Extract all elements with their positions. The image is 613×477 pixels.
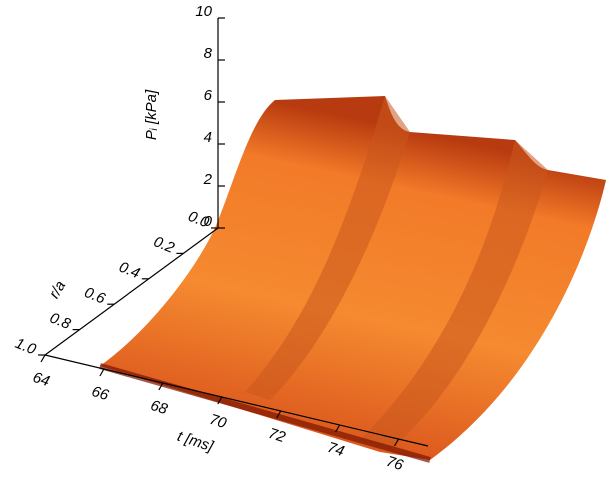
surface <box>100 96 606 460</box>
x-tick-label: 64 <box>31 369 52 390</box>
y-axis <box>44 227 219 356</box>
x-tick <box>276 410 282 419</box>
z-tick-label: 0 <box>204 213 213 230</box>
x-tick <box>335 424 341 433</box>
z-tick-label: 4 <box>204 129 212 146</box>
z-axis-label: Pᵢ [kPa] <box>143 89 160 140</box>
y-axis-label: r/a <box>46 278 69 302</box>
x-tick-label: 74 <box>325 439 346 460</box>
y-tick-label: 1.0 <box>13 335 39 359</box>
y-tick-label: 0.6 <box>82 284 108 308</box>
y-tick-label: 0.2 <box>151 233 177 257</box>
x-tick-label: 72 <box>266 425 288 447</box>
y-tick-label: 0.0 <box>186 208 212 232</box>
y-tick-label: 0.8 <box>47 309 73 333</box>
x-tick <box>158 382 164 391</box>
surface-band <box>245 96 410 400</box>
y-tick-label: 0.4 <box>116 259 142 283</box>
x-tick-label: 66 <box>90 383 112 405</box>
z-tick-label: 8 <box>204 45 213 62</box>
x-axis <box>44 354 429 447</box>
z-tick-label: 6 <box>204 87 213 104</box>
x-tick-label: 76 <box>384 453 406 472</box>
x-tick <box>394 438 400 447</box>
x-tick <box>99 368 105 377</box>
x-tick <box>217 396 223 405</box>
x-axis-label: t [ms] <box>175 428 216 456</box>
x-tick <box>40 354 46 363</box>
surface-band <box>360 140 548 450</box>
z-tick-label: 10 <box>195 3 212 20</box>
x-tick-label: 70 <box>207 411 229 433</box>
x-tick-label: 68 <box>148 397 170 419</box>
z-tick-label: 2 <box>203 171 213 188</box>
